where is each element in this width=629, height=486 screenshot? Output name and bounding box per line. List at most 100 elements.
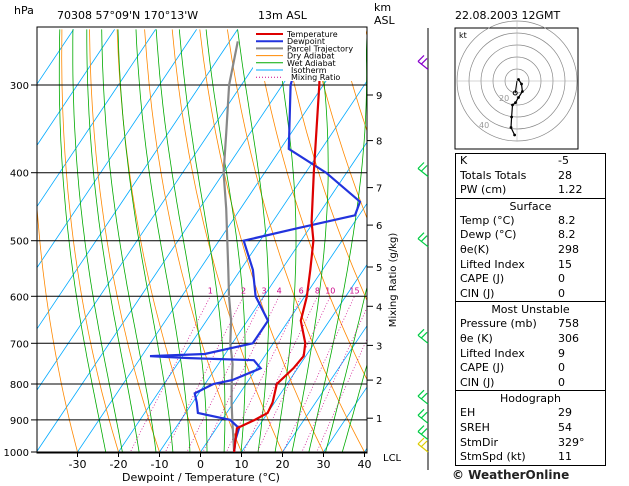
temperature-tick-label: 0 bbox=[197, 458, 204, 471]
index-label: θe(K) bbox=[460, 242, 490, 256]
wind-barb-flag bbox=[417, 408, 425, 416]
legend-entry: Temperature bbox=[286, 30, 338, 39]
temperature-tick-label: 30 bbox=[317, 458, 331, 471]
km-tick-label: 6 bbox=[376, 221, 382, 232]
km-tick-label: 5 bbox=[376, 263, 382, 274]
mixing-ratio-label: 2 bbox=[241, 286, 246, 295]
surface-box: Surface Temp (°C) 8.2 Dewp (°C) 8.2 θe(K) 298… bbox=[455, 198, 606, 303]
mixing-ratio-line bbox=[186, 296, 265, 453]
km-asl-label: km ASL bbox=[374, 1, 396, 27]
index-label: Temp (°C) bbox=[460, 213, 515, 227]
mixing-ratio-line bbox=[225, 296, 302, 453]
wet-adiabat-line bbox=[324, 285, 367, 453]
hpa-label: hPa bbox=[14, 4, 34, 17]
index-row: K -5 bbox=[456, 154, 605, 169]
km-tick-label: 2 bbox=[376, 376, 382, 387]
index-row: CAPE (J) 0 bbox=[456, 361, 605, 376]
index-row: Totals Totals 28 bbox=[456, 169, 605, 184]
index-row: Lifted Index 9 bbox=[456, 347, 605, 362]
hodograph-unit-label: kt bbox=[459, 31, 467, 40]
wind-barb bbox=[417, 162, 429, 177]
pressure-tick-label: 700 bbox=[10, 339, 29, 350]
index-label: Dewp (°C) bbox=[460, 228, 517, 242]
wind-barb-flag bbox=[417, 162, 425, 169]
index-label: CAPE (J) bbox=[460, 272, 505, 286]
index-row: EH 29 bbox=[456, 406, 605, 421]
wet-adiabat-line bbox=[155, 29, 208, 453]
wet-adiabat-line bbox=[135, 29, 191, 453]
index-value: 0 bbox=[558, 375, 565, 389]
wet-adiabat-line bbox=[178, 29, 226, 453]
legend-entry: Isotherm bbox=[291, 66, 327, 75]
index-row: Pressure (mb) 758 bbox=[456, 317, 605, 332]
pressure-tick-label: 400 bbox=[10, 169, 29, 180]
temperature-tick-label: 40 bbox=[358, 458, 372, 471]
index-value: 54 bbox=[558, 420, 572, 434]
isotherm-line bbox=[37, 29, 156, 208]
index-value: 329° bbox=[558, 435, 585, 449]
dry-adiabat-line bbox=[37, 202, 79, 453]
index-label: Lifted Index bbox=[460, 346, 525, 360]
x-axis-label: Dewpoint / Temperature (°C) bbox=[122, 471, 280, 484]
mixing-ratio-line bbox=[242, 296, 318, 453]
wind-barb-staff bbox=[417, 238, 429, 248]
wind-barb-flag bbox=[417, 328, 425, 336]
wind-barb-flag bbox=[420, 235, 428, 243]
temperature-tick-label: 20 bbox=[276, 458, 290, 471]
mixing-ratio-label: 1 bbox=[208, 286, 213, 295]
wind-barb-staff bbox=[417, 60, 429, 70]
wet-adiabat-line bbox=[117, 29, 174, 453]
wind-barb-staff bbox=[417, 168, 429, 177]
mixing-ratio-label: 20 bbox=[367, 286, 377, 295]
wind-barb-flag bbox=[417, 389, 425, 397]
wind-barb-staff bbox=[417, 431, 429, 441]
index-row: CAPE (J) 0 bbox=[456, 272, 605, 287]
hodograph-point bbox=[517, 96, 520, 99]
hodograph-frame bbox=[454, 27, 579, 150]
datetime-label: 22.08.2003 12GMT bbox=[455, 9, 560, 22]
hodograph-point bbox=[509, 126, 513, 129]
mixing-ratio-line bbox=[301, 306, 367, 453]
isotherm-line bbox=[281, 325, 367, 453]
index-label: CIN (J) bbox=[460, 375, 495, 389]
wind-barb bbox=[417, 425, 429, 441]
wind-barb bbox=[417, 408, 429, 424]
wet-adiabat-line bbox=[341, 363, 367, 453]
wind-barb-flag bbox=[420, 165, 428, 172]
km-tick-label: 8 bbox=[376, 137, 382, 148]
wind-barb-flag bbox=[420, 57, 428, 65]
mixing-ratio-label: 4 bbox=[277, 286, 282, 295]
mixing-ratio-label: 3 bbox=[261, 286, 266, 295]
index-label: EH bbox=[460, 406, 476, 420]
legend-background bbox=[253, 29, 366, 81]
index-value: 28 bbox=[558, 168, 572, 182]
dry-adiabat-line bbox=[254, 29, 367, 381]
hodograph: kt 20 40 bbox=[454, 20, 579, 150]
dry-adiabat-line bbox=[309, 29, 367, 220]
km-tick-label: 9 bbox=[376, 91, 382, 102]
wet-adiabat-line bbox=[72, 29, 123, 453]
wet-adiabat-line bbox=[101, 29, 157, 453]
index-label: K bbox=[460, 154, 468, 167]
isotherm-line bbox=[199, 202, 367, 453]
index-label: StmSpd (kt) bbox=[460, 450, 526, 464]
index-row: CIN (J) 0 bbox=[456, 287, 605, 302]
index-label: CIN (J) bbox=[460, 286, 495, 300]
dry-adiabat-line bbox=[89, 29, 161, 453]
index-label: θe (K) bbox=[460, 331, 493, 345]
wind-profile bbox=[417, 28, 429, 470]
isotherm-line bbox=[240, 263, 367, 453]
wind-barb-flag bbox=[420, 331, 428, 339]
wind-barb-staff bbox=[417, 443, 429, 453]
hodograph-point bbox=[513, 133, 516, 137]
wind-barb bbox=[417, 54, 429, 70]
km-tick-label: 3 bbox=[376, 341, 382, 352]
index-row: CIN (J) 0 bbox=[456, 376, 605, 391]
most-unstable-title: Most Unstable bbox=[491, 303, 570, 317]
index-row: Temp (°C) 8.2 bbox=[456, 214, 605, 229]
dry-adiabat-line bbox=[227, 29, 366, 453]
km-tick-label: 7 bbox=[376, 184, 382, 195]
wind-barb-flag bbox=[420, 392, 428, 400]
